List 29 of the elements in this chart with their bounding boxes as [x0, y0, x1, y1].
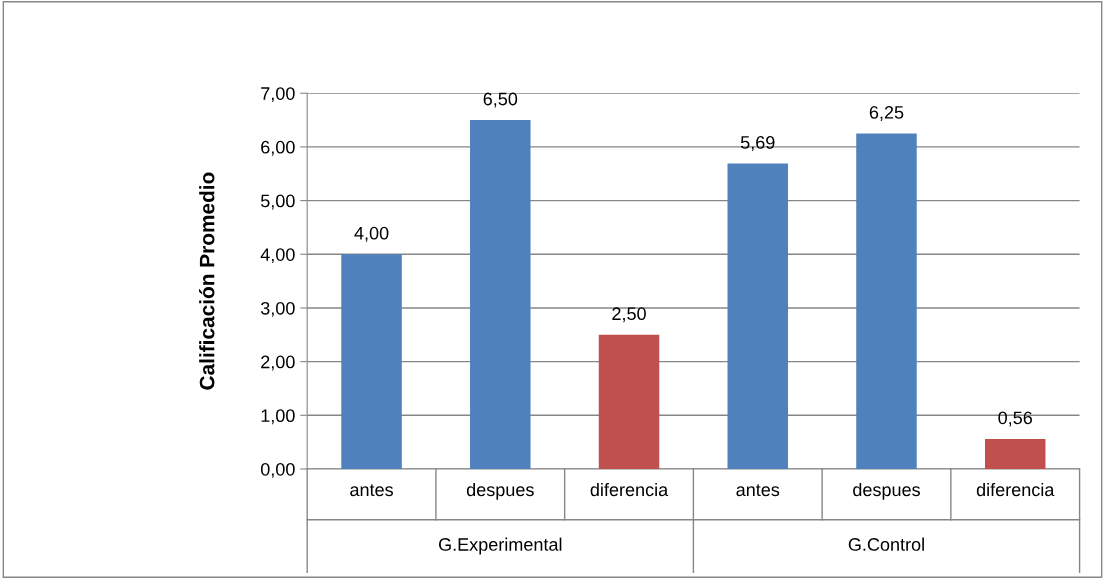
text: G.Control	[848, 537, 924, 551]
bar	[727, 163, 789, 469]
y-tick-label: 0,00	[260, 462, 295, 478]
y-tick-label: 4,00	[260, 248, 295, 264]
data-label: 6,50	[483, 92, 518, 108]
y-tick-label: 2,00	[261, 355, 295, 371]
x-tick-label: diferencia	[590, 482, 669, 497]
y-axis-title: Calificación Promedio	[198, 172, 215, 390]
bar	[598, 334, 660, 469]
y-tick-label: 1,00	[261, 409, 295, 425]
text: G.Experimental	[438, 537, 562, 555]
x-tick-label: diferencia	[976, 482, 1055, 497]
x-tick-label: despues	[466, 482, 534, 500]
data-label: 5,69	[740, 136, 775, 151]
data-label: 0,56	[998, 411, 1032, 427]
bar	[984, 438, 1046, 469]
y-tick-label: 7,00	[261, 87, 295, 103]
x-tick-label: antes	[736, 484, 780, 497]
bar	[341, 254, 402, 469]
data-label: 6,25	[869, 106, 904, 121]
data-label: 2,50	[612, 307, 646, 323]
y-tick-label: 6,00	[261, 140, 295, 156]
y-tick-label: 3,00	[260, 301, 295, 317]
bar	[470, 120, 531, 469]
x-tick-label: antes	[350, 484, 393, 497]
data-label: 4,00	[354, 226, 389, 242]
y-tick-label: 5,00	[260, 194, 295, 210]
bar	[856, 133, 917, 469]
x-tick-label: despues	[853, 482, 920, 500]
